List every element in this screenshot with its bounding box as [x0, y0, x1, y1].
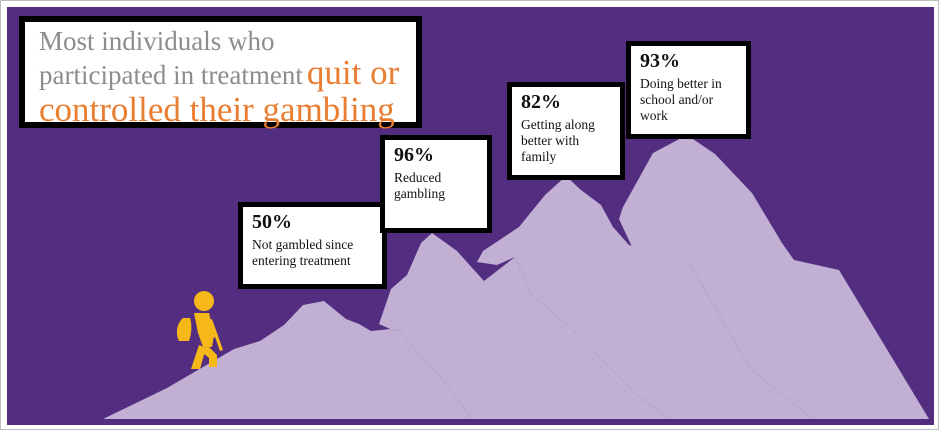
mountain-peak-1 [103, 301, 472, 419]
infographic-panel: Most individuals who participated in tre… [7, 7, 934, 425]
stat-description: Doing better in school and/or work [640, 76, 722, 124]
stat-card-family: 82% Getting along better with family [507, 82, 625, 180]
stat-card-school-work: 93% Doing better in school and/or work [626, 41, 751, 139]
mountain-peak-4 [619, 135, 929, 419]
stat-description: Getting along better with family [521, 117, 595, 165]
stat-percent: 82% [521, 91, 561, 113]
title-gray-text: Most individuals who participated in tre… [39, 26, 303, 91]
stat-percent: 96% [394, 144, 434, 166]
mountain-peak-3 [477, 176, 812, 419]
hiker-icon [176, 291, 223, 369]
stat-description: Reduced gambling [394, 170, 445, 202]
stat-percent: 50% [252, 211, 292, 233]
stat-percent: 93% [640, 50, 680, 72]
stat-description: Not gambled since entering treatment [252, 237, 354, 269]
stat-card-reduced-gambling: 96% Reduced gambling [380, 135, 492, 233]
mountain-scene [103, 135, 929, 419]
title-orange-text: quit or controlled their gambling [39, 53, 400, 130]
mountain-peak-2 [379, 233, 669, 419]
stat-card-not-gambled: 50% Not gambled since entering treatment [238, 202, 387, 289]
title-box: Most individuals who participated in tre… [19, 16, 422, 128]
